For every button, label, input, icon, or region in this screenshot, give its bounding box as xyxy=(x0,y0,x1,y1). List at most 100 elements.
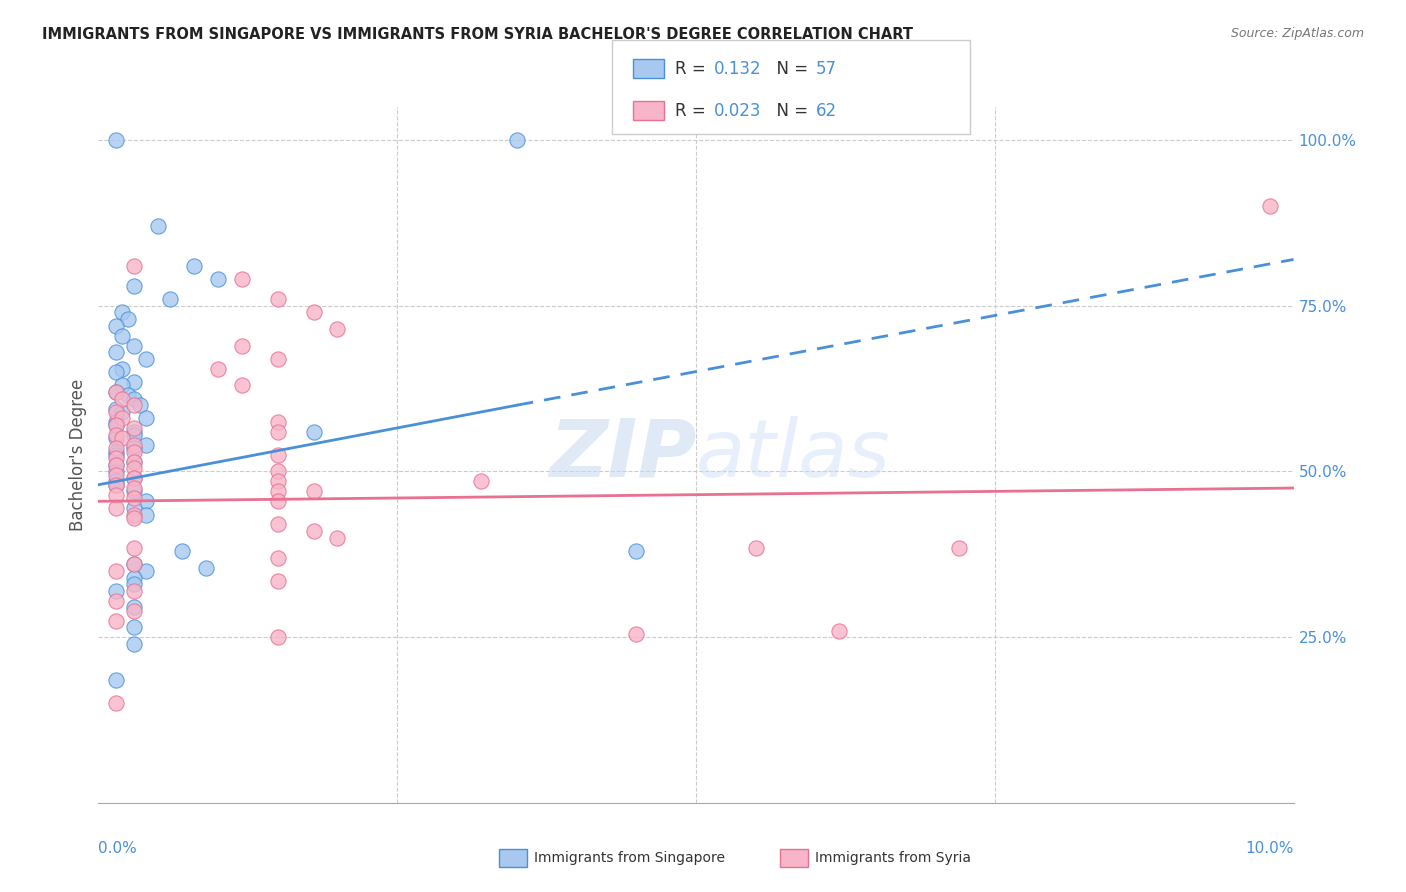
Point xyxy=(124,541,146,555)
Point xyxy=(105,365,128,379)
Point xyxy=(124,454,146,468)
Point xyxy=(124,471,146,485)
Point xyxy=(135,438,157,452)
Point xyxy=(105,500,128,515)
Point xyxy=(124,583,146,598)
Point xyxy=(124,604,146,618)
Point xyxy=(470,475,492,489)
Point xyxy=(267,351,290,366)
Point xyxy=(111,328,134,343)
Point xyxy=(111,405,134,419)
Point xyxy=(111,305,134,319)
Point xyxy=(124,508,146,522)
Point xyxy=(231,272,253,286)
Text: 62: 62 xyxy=(815,102,837,120)
Point xyxy=(172,544,194,558)
Point xyxy=(135,508,157,522)
Point xyxy=(135,411,157,425)
Text: 10.0%: 10.0% xyxy=(1246,841,1294,856)
Point xyxy=(105,448,128,462)
Text: R =: R = xyxy=(675,60,711,78)
Point xyxy=(267,415,290,429)
Point xyxy=(105,444,128,458)
Point xyxy=(105,384,128,399)
Point xyxy=(124,600,146,615)
Point xyxy=(117,312,139,326)
Text: Immigrants from Singapore: Immigrants from Singapore xyxy=(534,851,725,865)
Point xyxy=(231,338,253,352)
Text: atlas: atlas xyxy=(696,416,891,494)
Point xyxy=(195,560,218,574)
Point xyxy=(124,279,146,293)
Point xyxy=(183,259,205,273)
Point xyxy=(124,558,146,572)
Point xyxy=(105,451,128,466)
Point xyxy=(124,425,146,439)
Point xyxy=(105,477,128,491)
Point xyxy=(124,438,146,452)
Point xyxy=(105,418,128,433)
Point xyxy=(129,398,152,412)
Point xyxy=(207,272,229,286)
Point xyxy=(124,491,146,505)
Text: 0.132: 0.132 xyxy=(714,60,762,78)
Point xyxy=(124,454,146,468)
Point xyxy=(302,484,325,499)
Point xyxy=(105,564,128,578)
Point xyxy=(124,444,146,458)
Point xyxy=(135,494,157,508)
Point xyxy=(105,467,128,482)
Point xyxy=(267,425,290,439)
Text: R =: R = xyxy=(675,102,711,120)
Text: N =: N = xyxy=(766,60,814,78)
Point xyxy=(302,425,325,439)
Point xyxy=(105,133,128,147)
Point xyxy=(267,484,290,499)
Point xyxy=(267,550,290,565)
Point xyxy=(124,620,146,634)
Point xyxy=(267,630,290,644)
Point xyxy=(626,627,648,641)
Point xyxy=(267,574,290,588)
Point xyxy=(124,484,146,499)
Point xyxy=(105,477,128,491)
Text: N =: N = xyxy=(766,102,814,120)
Text: Immigrants from Syria: Immigrants from Syria xyxy=(815,851,972,865)
Point xyxy=(124,338,146,352)
Point xyxy=(124,471,146,485)
Text: 0.0%: 0.0% xyxy=(98,841,138,856)
Point xyxy=(506,133,529,147)
Point xyxy=(105,384,128,399)
Point xyxy=(124,392,146,406)
Point xyxy=(105,488,128,502)
Point xyxy=(124,577,146,591)
Point xyxy=(105,697,128,711)
Point xyxy=(124,421,146,435)
Point xyxy=(105,415,128,429)
Point xyxy=(124,570,146,584)
Text: Source: ZipAtlas.com: Source: ZipAtlas.com xyxy=(1230,27,1364,40)
Point xyxy=(105,458,128,472)
Point xyxy=(111,392,134,406)
Text: IMMIGRANTS FROM SINGAPORE VS IMMIGRANTS FROM SYRIA BACHELOR'S DEGREE CORRELATION: IMMIGRANTS FROM SINGAPORE VS IMMIGRANTS … xyxy=(42,27,912,42)
Point xyxy=(207,361,229,376)
Point xyxy=(267,475,290,489)
Point xyxy=(124,461,146,475)
Point xyxy=(326,322,349,336)
Point xyxy=(124,398,146,412)
Text: ZIP: ZIP xyxy=(548,416,696,494)
Point xyxy=(105,458,128,472)
Point xyxy=(626,544,648,558)
Point xyxy=(105,428,128,442)
Point xyxy=(135,564,157,578)
Point xyxy=(111,361,134,376)
Point xyxy=(124,442,146,456)
Point xyxy=(117,388,139,402)
Point xyxy=(105,475,128,489)
Point xyxy=(124,481,146,495)
Point xyxy=(267,517,290,532)
Point xyxy=(111,378,134,392)
Text: 0.023: 0.023 xyxy=(714,102,762,120)
Point xyxy=(105,345,128,359)
Point xyxy=(148,219,170,234)
